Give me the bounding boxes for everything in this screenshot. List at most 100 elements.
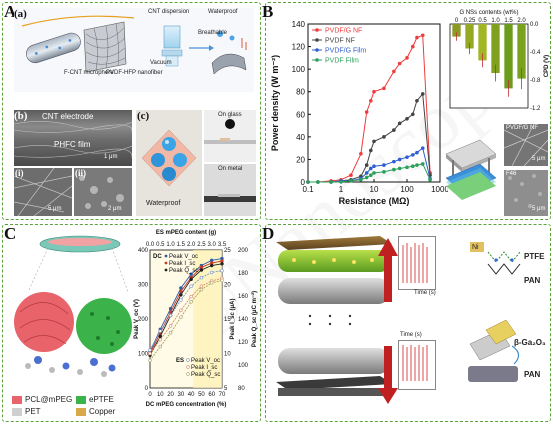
legend-marker (315, 38, 319, 42)
inset-y-title: CPD (V) (544, 55, 550, 77)
label-waterproof-top: Waterproof (208, 9, 238, 15)
sub-label-b: (b) (14, 110, 28, 122)
legend-label: PVDF NF (325, 38, 355, 45)
sub-label-i: (i) (15, 168, 24, 178)
data-point (411, 44, 415, 49)
label-f-cnt: F-CNT microphere (64, 70, 114, 76)
cpd-bar (491, 24, 500, 73)
inset-y-tick: -0.4 (530, 50, 541, 56)
label-ptfe: PTFE (524, 252, 545, 261)
data-point (405, 56, 409, 60)
data-point (428, 177, 432, 182)
sem-image-ii (74, 168, 132, 216)
top-x-tick: 2.0 (187, 242, 196, 248)
data-point (392, 159, 396, 164)
x-tick-label: 1000 (431, 185, 448, 194)
data-point (411, 153, 415, 157)
chart-top-title: ES mPEG content (g) (156, 230, 216, 236)
triboelectric-schematic (276, 236, 392, 396)
inset-y-tick: -0.8 (530, 78, 541, 84)
series-line (149, 270, 223, 351)
legend-marker (164, 261, 168, 265)
legend-label: Peak V_oc (169, 254, 198, 260)
label-time-1: Time (s) (414, 290, 436, 296)
data-point (405, 117, 409, 121)
legend-pet: PET (25, 407, 41, 416)
x-tick-label: 70 (219, 392, 226, 398)
data-point (179, 293, 183, 297)
data-point (397, 166, 402, 171)
y-tick-right-outer: 140 (238, 317, 249, 323)
data-point (415, 98, 419, 103)
data-point (415, 163, 419, 167)
data-point (420, 92, 425, 96)
data-point (168, 331, 173, 335)
glass-photo (204, 110, 256, 162)
data-point (148, 348, 152, 352)
inset-x-tick: 0.5 (478, 18, 487, 24)
label-pvdf-hfp: PVDF-HFP nanofiber (106, 70, 163, 76)
top-x-tick: 3.0 (208, 242, 217, 248)
data-point (349, 179, 353, 183)
label-waterproof: Waterproof (146, 200, 181, 207)
y-tick-label: 20 (296, 155, 305, 164)
data-point (199, 284, 204, 288)
data-point (210, 263, 214, 268)
fabrication-schematic-svg (21, 15, 247, 75)
data-point (369, 98, 373, 103)
sem-pvdf-g-nf (504, 124, 548, 166)
series-line (149, 277, 223, 354)
label-on-glass: On glass (218, 112, 242, 118)
water-droplet-photo (136, 110, 202, 216)
sub-label-a: (a) (14, 8, 27, 20)
data-point (220, 259, 224, 263)
panel-b-border (265, 2, 551, 220)
band-diagram (468, 242, 521, 382)
legend-marker (315, 28, 319, 32)
power-density-chart: 0.1 1 10 100 1000 0 20 40 60 80 100 120 140 Resistanc… (270, 20, 448, 206)
data-point (158, 334, 162, 338)
label-vacuum: Vacuum (150, 60, 172, 66)
data-point (392, 128, 396, 132)
label-phfc-film: PHFC film (54, 140, 91, 149)
y-tick-right-inner: 5 (224, 386, 228, 392)
cpd-bar (478, 24, 487, 61)
data-point (382, 135, 386, 139)
y-axis-right-outer-title: Peak Q_sc (μC m⁻²) (251, 291, 258, 347)
data-point (189, 284, 193, 288)
top-x-tick: 1.5 (177, 242, 186, 248)
data-point (210, 281, 214, 285)
label-pvdf-g-nf: PVDF/G NF (506, 125, 539, 131)
inset-x-tick: 1.0 (491, 18, 500, 24)
scale-5um-a: 5 μm (48, 206, 62, 212)
label-pan-2: PAN (524, 370, 541, 379)
data-point (316, 180, 320, 184)
x-axis-title: DC mPEG concentration (%) (146, 402, 227, 408)
data-point (392, 69, 396, 74)
y-tick-right-outer: 100 (238, 363, 249, 369)
series-line (149, 258, 223, 352)
inset-x-tick: 2.0 (517, 18, 526, 24)
panel-b-label: B (262, 2, 274, 21)
down-arrow-icon (384, 346, 392, 390)
label-beta-ga2o3: β-Ga₂O₃ (514, 338, 546, 347)
data-point (179, 298, 183, 302)
label-on-metal: On metal (218, 166, 243, 172)
label-al: Al (478, 386, 485, 393)
panel-c-border (2, 224, 261, 422)
data-point (210, 258, 214, 263)
contact-angle-drop (225, 119, 235, 129)
data-point (148, 351, 152, 356)
legend-pet-swatch (12, 408, 22, 416)
droplet (162, 137, 176, 151)
data-point (199, 287, 204, 292)
data-point (415, 35, 419, 40)
data-point (372, 139, 376, 144)
inset-y-tick: 0.0 (530, 22, 539, 28)
legend-marker (186, 365, 190, 369)
data-point (199, 265, 204, 269)
y-tick-label: 140 (292, 20, 306, 29)
label-pan-1: PAN (524, 276, 541, 285)
y-tick-left: 300 (138, 283, 149, 289)
data-point (179, 308, 183, 313)
